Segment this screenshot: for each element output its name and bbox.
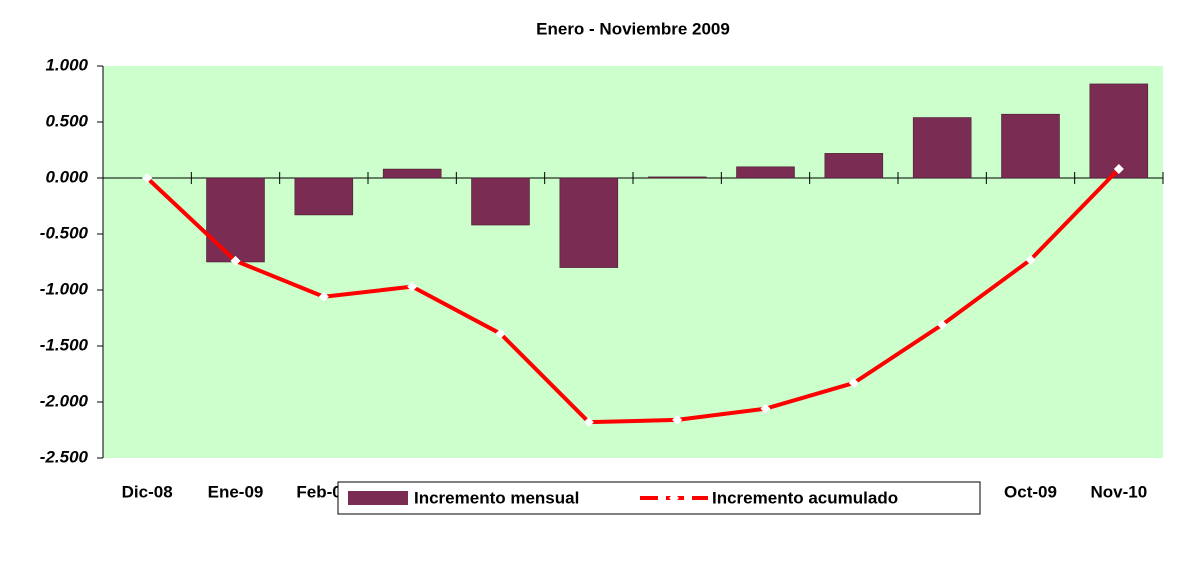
legend-label: Incremento acumulado — [712, 488, 898, 507]
bar — [647, 176, 707, 179]
line-marker — [583, 417, 594, 428]
y-tick-label: 0.500 — [45, 111, 88, 130]
line-marker — [318, 291, 329, 302]
line-marker — [1113, 164, 1124, 175]
bar — [824, 153, 884, 179]
bar — [1089, 83, 1149, 179]
line-marker — [937, 319, 948, 330]
bar — [471, 177, 530, 226]
line-marker — [407, 281, 418, 292]
x-tick-label: Oct-09 — [1004, 482, 1057, 501]
legend-label: Incremento mensual — [414, 488, 579, 507]
line-marker — [760, 403, 771, 414]
y-tick-label: -1.000 — [40, 279, 89, 298]
y-tick-label: -0.500 — [40, 223, 89, 242]
bar — [294, 177, 354, 216]
bar — [559, 177, 619, 268]
x-tick-label: Nov-10 — [1090, 482, 1147, 501]
bar — [382, 168, 442, 179]
line-marker — [495, 328, 506, 339]
bar — [206, 177, 265, 263]
line-marker — [848, 377, 859, 388]
bar — [1001, 113, 1060, 179]
line-marker — [1025, 254, 1036, 265]
y-tick-label: 0.000 — [45, 167, 88, 186]
bar — [736, 166, 795, 179]
x-tick-label: Dic-08 — [122, 482, 173, 501]
legend-box — [337, 481, 981, 515]
bar — [912, 117, 972, 179]
x-tick-label: Ene-09 — [208, 482, 264, 501]
line-marker — [230, 255, 241, 266]
chart-title: Enero - Noviembre 2009 — [536, 19, 730, 38]
plot-area — [103, 66, 1163, 458]
y-tick-label: -2.500 — [40, 447, 89, 466]
line-marker — [672, 414, 683, 425]
y-tick-label: 1.000 — [45, 55, 88, 74]
y-tick-label: -1.500 — [40, 335, 89, 354]
line-marker — [142, 173, 153, 183]
legend-marker — [669, 493, 679, 503]
y-tick-label: -2.000 — [40, 391, 89, 410]
line — [145, 167, 1121, 425]
legend: Incremento mensual Incremento acumulado — [337, 481, 981, 515]
legend-swatch — [348, 491, 408, 505]
